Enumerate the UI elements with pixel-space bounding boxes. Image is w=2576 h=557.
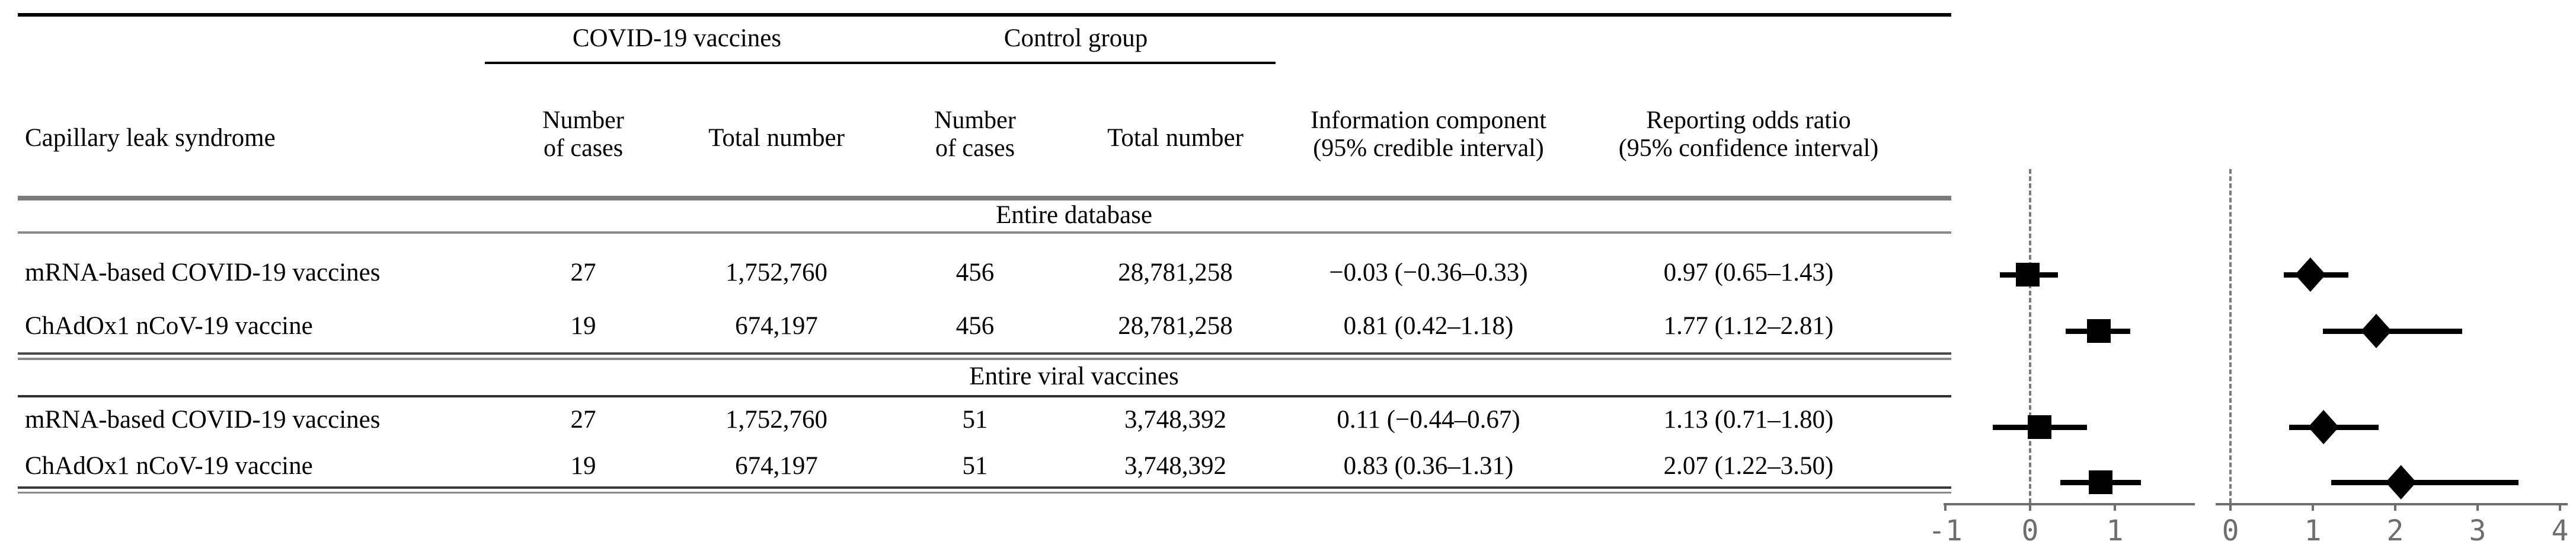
- header-line: of cases: [935, 135, 1015, 162]
- header-line: (95% credible interval): [1313, 135, 1544, 162]
- point-marker-diamond: [2385, 465, 2417, 499]
- cell-cases: 19: [570, 452, 596, 480]
- axis-tick-label: 1: [2304, 514, 2322, 548]
- cell-total: 1,752,760: [726, 259, 827, 287]
- cell-information-component: −0.03 (−0.36–0.33): [1329, 259, 1528, 287]
- header-line: (95% confidence interval): [1618, 135, 1879, 162]
- column-header-cases-covid: Number of cases: [542, 107, 624, 163]
- forest-plot-information-component: -1 0 1: [1928, 166, 2195, 557]
- axis-tick: [2114, 503, 2116, 511]
- axis-tick-label: 1: [2106, 514, 2124, 548]
- table-rule-header-bottom: [18, 196, 1951, 200]
- column-header-information-component: Information component (95% credible inte…: [1311, 107, 1546, 163]
- forest-plot-reporting-odds-ratio: 0 1 2 3 4: [2216, 166, 2568, 557]
- cell-cases: 27: [570, 259, 596, 287]
- cell-total: 1,752,760: [726, 406, 827, 434]
- reference-line: [2229, 169, 2232, 503]
- cell-reporting-odds-ratio: 1.13 (0.71–1.80): [1663, 406, 1834, 434]
- cell-reporting-odds-ratio: 0.97 (0.65–1.43): [1663, 259, 1834, 287]
- section-title-entire-viral-vaccines: Entire viral vaccines: [969, 362, 1179, 390]
- table-rule-section2-top: [18, 395, 1951, 397]
- cell-control-cases: 51: [962, 406, 988, 434]
- point-marker-diamond: [2294, 257, 2326, 292]
- table-rule-bottom-a: [18, 486, 1951, 489]
- row-label: mRNA-based COVID-19 vaccines: [25, 259, 381, 287]
- table-rule-mid-double-a: [18, 352, 1951, 355]
- column-header-outcome: Capillary leak syndrome: [25, 124, 276, 152]
- column-header-total-control: Total number: [1107, 124, 1244, 152]
- axis-tick-label: -1: [1928, 514, 1963, 548]
- header-line: Number: [542, 107, 624, 134]
- axis-tick: [1944, 503, 1947, 511]
- cell-control-total: 3,748,392: [1124, 406, 1226, 434]
- axis-tick: [2229, 503, 2232, 511]
- ci-line: [2331, 480, 2519, 485]
- point-marker-diamond: [2361, 314, 2392, 348]
- axis-tick-label: 4: [2551, 514, 2569, 548]
- header-line: of cases: [543, 135, 624, 162]
- cell-total: 674,197: [735, 452, 818, 480]
- row-label: ChAdOx1 nCoV-19 vaccine: [25, 312, 313, 340]
- column-header-total-covid: Total number: [708, 124, 845, 152]
- x-axis: [1944, 503, 2195, 505]
- axis-tick: [2029, 503, 2031, 511]
- column-header-reporting-odds-ratio: Reporting odds ratio (95% confidence int…: [1619, 107, 1878, 163]
- cell-control-cases: 51: [962, 452, 988, 480]
- cell-information-component: 0.11 (−0.44–0.67): [1337, 406, 1520, 434]
- row-label: mRNA-based COVID-19 vaccines: [25, 406, 381, 434]
- header-line: Number: [934, 107, 1016, 134]
- cell-control-cases: 456: [955, 259, 995, 287]
- cell-information-component: 0.81 (0.42–1.18): [1343, 312, 1514, 340]
- cell-control-total: 28,781,258: [1118, 259, 1233, 287]
- point-marker-diamond: [2308, 410, 2340, 444]
- x-axis: [2216, 503, 2568, 505]
- cell-cases: 19: [570, 312, 596, 340]
- axis-tick: [2476, 503, 2479, 511]
- table-rule-bottom-b: [18, 492, 1951, 494]
- cell-control-cases: 456: [955, 312, 995, 340]
- cell-reporting-odds-ratio: 2.07 (1.22–3.50): [1663, 452, 1834, 480]
- axis-tick-label: 2: [2386, 514, 2404, 548]
- cell-control-total: 3,748,392: [1124, 452, 1226, 480]
- header-line: Information component: [1311, 107, 1546, 134]
- header-line: Reporting odds ratio: [1646, 107, 1851, 134]
- cell-total: 674,197: [735, 312, 818, 340]
- cell-reporting-odds-ratio: 1.77 (1.12–2.81): [1663, 312, 1834, 340]
- column-header-cases-control: Number of cases: [934, 107, 1016, 163]
- cell-cases: 27: [570, 406, 596, 434]
- cell-control-total: 28,781,258: [1118, 312, 1233, 340]
- axis-tick: [2393, 503, 2396, 511]
- axis-tick: [2311, 503, 2314, 511]
- point-marker-square: [2086, 319, 2111, 343]
- point-marker-square: [2088, 470, 2112, 494]
- cell-information-component: 0.83 (0.36–1.31): [1343, 452, 1514, 480]
- reference-line: [2029, 169, 2031, 503]
- table-rule-top: [18, 13, 1951, 17]
- point-marker-square: [2027, 415, 2051, 439]
- section-title-entire-database: Entire database: [996, 201, 1152, 229]
- axis-tick-label: 0: [2222, 514, 2239, 548]
- point-marker-square: [2015, 263, 2040, 287]
- axis-tick: [2558, 503, 2561, 511]
- ci-line: [2322, 329, 2462, 334]
- axis-tick-label: 3: [2469, 514, 2486, 548]
- group-header-covid-vaccines: COVID-19 vaccines: [572, 24, 782, 52]
- row-label: ChAdOx1 nCoV-19 vaccine: [25, 452, 313, 480]
- table-rule-mid-double-b: [18, 358, 1951, 360]
- group-header-underline: [485, 62, 1276, 64]
- axis-tick-label: 0: [2021, 514, 2039, 548]
- group-header-control-group: Control group: [1003, 24, 1148, 52]
- table-rule-section1-top: [18, 231, 1951, 234]
